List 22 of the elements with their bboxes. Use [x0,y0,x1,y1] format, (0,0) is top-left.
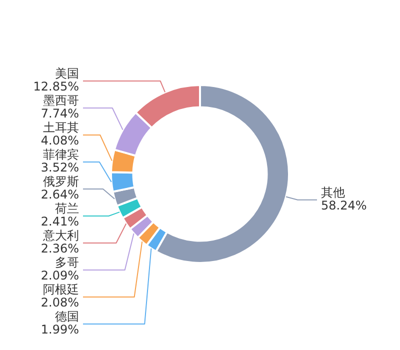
slice-label: 阿根廷 [43,282,79,297]
slice-label: 俄罗斯 [43,174,79,189]
slice-label: 菲律宾 [43,148,79,162]
data-label: 2.36% [40,242,79,256]
data-label: 1.99% [40,322,79,337]
slice-label: 意大利 [42,228,79,243]
data-label: 2.64% [40,188,79,202]
data-label: 4.08% [40,134,79,148]
slice-label: 荷兰 [55,202,79,216]
data-label: 2.08% [40,296,79,310]
slice-label: 土耳其 [43,120,79,135]
slice-label: 其他 [321,185,345,200]
data-label: 3.52% [40,160,79,175]
data-label: 7.74% [40,106,79,121]
data-label: 2.09% [40,268,79,283]
slice-label: 美国 [55,66,79,81]
slice-label: 多哥 [55,256,79,270]
slice-label: 墨西哥 [43,94,79,108]
data-label: 2.41% [40,214,79,229]
data-label: 12.85% [33,80,79,94]
data-label: 58.24% [321,198,367,212]
slice-label: 德国 [55,310,79,324]
